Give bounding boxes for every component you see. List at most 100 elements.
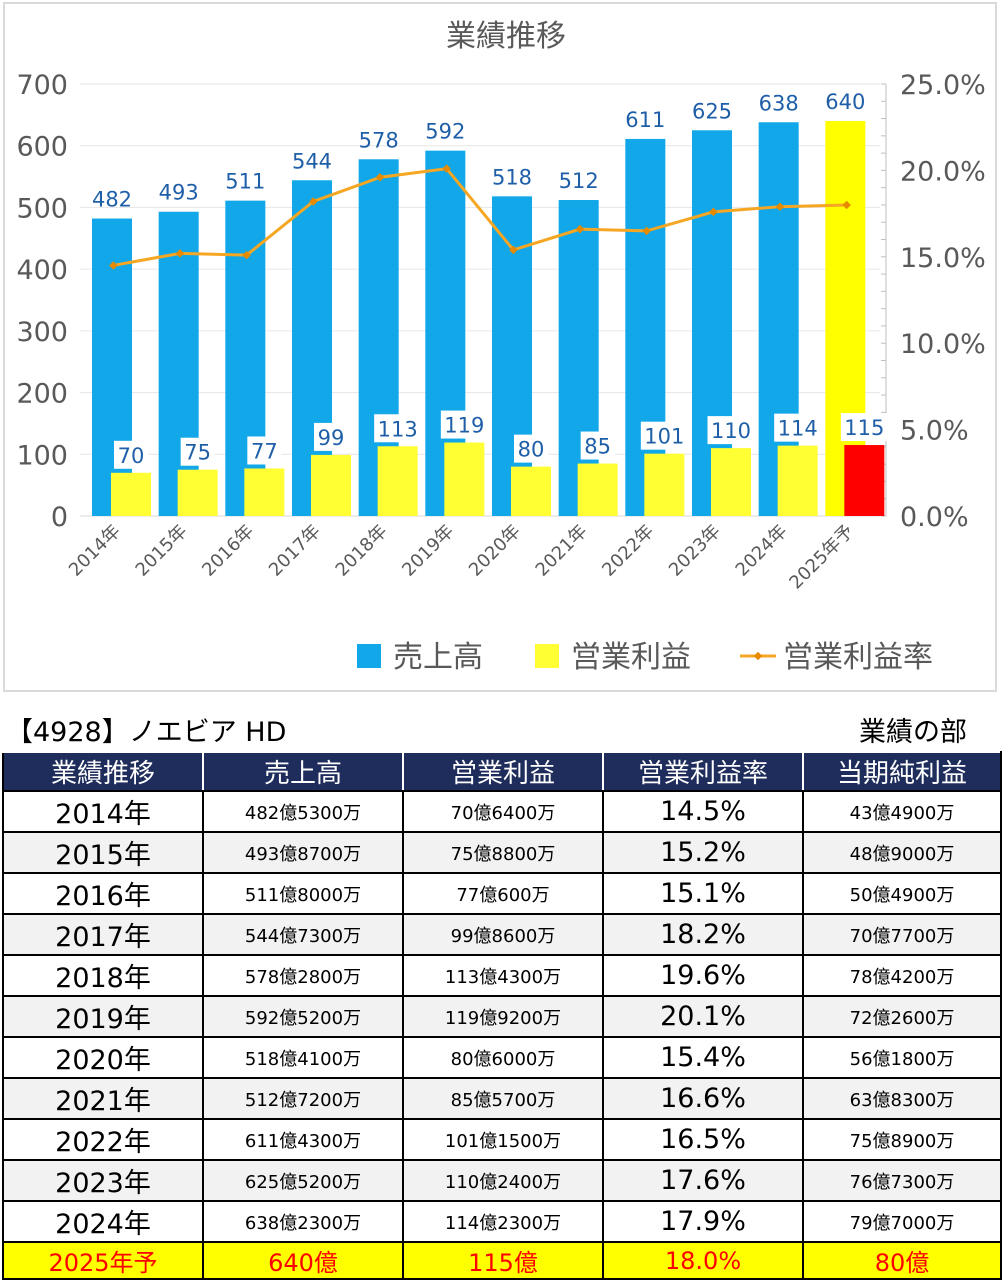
table-cell: 2015年 bbox=[2, 831, 204, 874]
profit-bar bbox=[577, 463, 618, 516]
table-row: 2024年 638億2300万 114億2300万 17.9% 79億7000万 bbox=[2, 1200, 1002, 1243]
table-cell: 2018年 bbox=[2, 954, 204, 997]
table-cell: 80億 bbox=[802, 1241, 1002, 1280]
x-tick-label: 2020年 bbox=[465, 521, 525, 581]
y2-tick-label: 25.0% bbox=[900, 70, 986, 101]
profit-label-bg bbox=[180, 437, 215, 466]
table-cell: 56億1800万 bbox=[802, 1036, 1002, 1079]
table-cell: 16.5% bbox=[602, 1118, 804, 1161]
table-cell: 99億8600万 bbox=[402, 913, 604, 956]
table-cell: 482億5300万 bbox=[202, 790, 404, 833]
legend-marker-rate bbox=[753, 651, 763, 661]
table-cell: 101億1500万 bbox=[402, 1118, 604, 1161]
y-tick-label: 600 bbox=[16, 132, 68, 163]
profit-label-bg bbox=[707, 416, 755, 445]
table-cell: 75億8800万 bbox=[402, 831, 604, 874]
y2-tick-label: 5.0% bbox=[900, 416, 969, 447]
profit-data-label: 119 bbox=[444, 414, 484, 438]
profit-data-label: 99 bbox=[318, 426, 345, 450]
table-row: 2019年 592億5200万 119億9200万 20.1% 72億2600万 bbox=[2, 995, 1002, 1038]
table-cell: 80億6000万 bbox=[402, 1036, 604, 1079]
profit-label-bg bbox=[514, 434, 548, 463]
profit-bar bbox=[711, 448, 751, 516]
revenue-bar bbox=[625, 138, 666, 516]
revenue-bar bbox=[558, 200, 599, 516]
revenue-data-label: 638 bbox=[759, 91, 799, 115]
profit-data-label: 113 bbox=[378, 417, 418, 441]
legend-label-rate: 営業利益率 bbox=[783, 640, 933, 675]
legend-swatch-profit bbox=[535, 644, 559, 668]
x-tick-label: 2021年 bbox=[532, 521, 592, 581]
table-cell: 2019年 bbox=[2, 995, 204, 1038]
table-cell: 18.2% bbox=[602, 913, 804, 956]
revenue-data-label: 625 bbox=[692, 99, 732, 123]
table-cell: 640億 bbox=[202, 1241, 404, 1280]
table-cell: 115億 bbox=[402, 1241, 604, 1280]
table-row: 2023年 625億5200万 110億2400万 17.6% 76億7300万 bbox=[2, 1159, 1002, 1202]
table-cell: 43億4900万 bbox=[802, 790, 1002, 833]
revenue-data-label: 482 bbox=[92, 188, 132, 212]
table-cell: 14.5% bbox=[602, 790, 804, 833]
table-cell: 20.1% bbox=[602, 995, 804, 1038]
table-cell: 625億5200万 bbox=[202, 1159, 404, 1202]
table-cell: 75億8900万 bbox=[802, 1118, 1002, 1161]
table-cell: 2021年 bbox=[2, 1077, 204, 1120]
table-cell: 2014年 bbox=[2, 790, 204, 833]
table-cell: 119億9200万 bbox=[402, 995, 604, 1038]
column-header: 売上高 bbox=[202, 751, 404, 792]
profit-bar bbox=[311, 454, 351, 516]
table-row: 2022年 611億4300万 101億1500万 16.5% 75億8900万 bbox=[2, 1118, 1002, 1161]
performance-table: 業績推移 売上高 営業利益 営業利益率 当期純利益 2014年 482億5300万 70億6… bbox=[2, 751, 1002, 1280]
table-cell: 70億7700万 bbox=[802, 913, 1002, 956]
column-header: 業績推移 bbox=[2, 751, 204, 792]
y-tick-label: 100 bbox=[16, 440, 68, 471]
legend-swatch-revenue bbox=[357, 644, 381, 668]
table-cell: 2016年 bbox=[2, 872, 204, 915]
table-cell: 544億7300万 bbox=[202, 913, 404, 956]
table-cell: 2023年 bbox=[2, 1159, 204, 1202]
revenue-data-label: 578 bbox=[359, 128, 399, 152]
table-cell: 85億5700万 bbox=[402, 1077, 604, 1120]
table-cell: 518億4100万 bbox=[202, 1036, 404, 1079]
table-cell: 611億4300万 bbox=[202, 1118, 404, 1161]
table-cell: 17.9% bbox=[602, 1200, 804, 1243]
x-tick-label: 2014年 bbox=[65, 521, 125, 581]
profit-bar bbox=[511, 466, 551, 516]
table-cell: 113億4300万 bbox=[402, 954, 604, 997]
x-tick-label: 2017年 bbox=[265, 521, 325, 581]
table-row: 2018年 578億2800万 113億4300万 19.6% 78億4200万 bbox=[2, 954, 1002, 997]
column-header: 営業利益率 bbox=[602, 751, 804, 792]
y-tick-label: 200 bbox=[16, 379, 68, 410]
rate-point bbox=[109, 261, 118, 270]
y2-tick-label: 15.0% bbox=[900, 243, 986, 274]
x-tick-label: 2025年予 bbox=[786, 521, 859, 594]
y2-tick-label: 10.0% bbox=[900, 329, 986, 360]
legend-label-revenue: 売上高 bbox=[393, 640, 483, 675]
x-tick-label: 2016年 bbox=[198, 521, 258, 581]
profit-data-label: 101 bbox=[644, 425, 684, 449]
table-cell: 72億2600万 bbox=[802, 995, 1002, 1038]
y-tick-label: 700 bbox=[16, 70, 68, 101]
profit-data-label: 70 bbox=[118, 444, 145, 468]
table-cell: 50億4900万 bbox=[802, 872, 1002, 915]
company-title: 【4928】ノエビア HD bbox=[6, 717, 287, 748]
profit-label-bg bbox=[247, 436, 282, 465]
table-cell: 511億8000万 bbox=[202, 872, 404, 915]
table-cell: 493億8700万 bbox=[202, 831, 404, 874]
x-tick-label: 2018年 bbox=[332, 521, 392, 581]
profit-bar bbox=[377, 446, 418, 516]
table-cell: 18.0% bbox=[602, 1241, 804, 1280]
table-cell: 110億2400万 bbox=[402, 1159, 604, 1202]
profit-bar bbox=[777, 445, 818, 516]
y-tick-label: 0 bbox=[51, 502, 68, 533]
profit-label-bg bbox=[114, 440, 148, 469]
table-cell: 76億7300万 bbox=[802, 1159, 1002, 1202]
profit-data-label: 110 bbox=[711, 419, 751, 443]
profit-data-label: 115 bbox=[844, 416, 884, 440]
table-cell: 79億7000万 bbox=[802, 1200, 1002, 1243]
chart-container: 業績推移 0 100 200 300 400 500 600 700 0.0% 5.0% 10.0% 1… bbox=[3, 2, 997, 692]
table-cell: 15.4% bbox=[602, 1036, 804, 1079]
profit-bar bbox=[111, 472, 151, 516]
profit-data-label: 80 bbox=[518, 438, 545, 462]
table-cell: 19.6% bbox=[602, 954, 804, 997]
